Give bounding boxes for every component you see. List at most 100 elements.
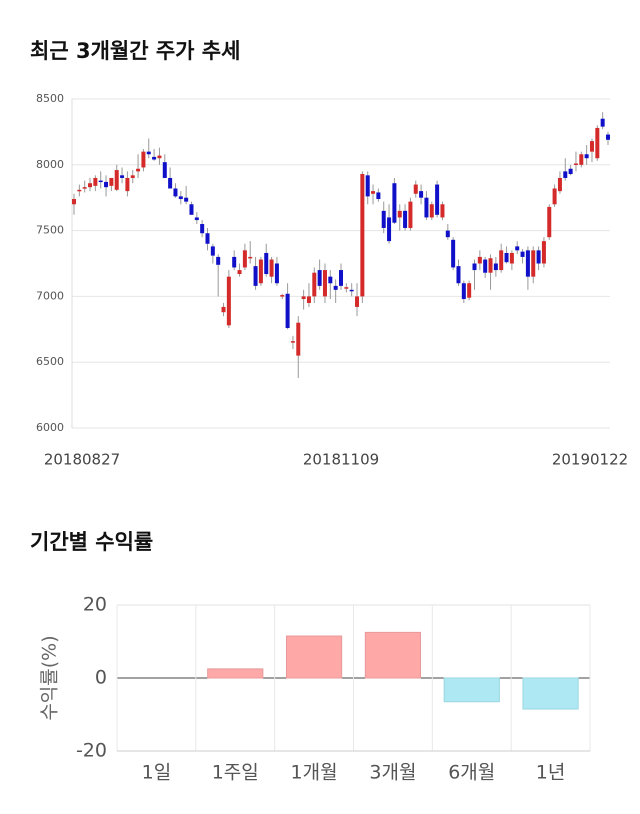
candle-body — [71, 199, 77, 205]
candle-body — [125, 177, 130, 192]
candle-body — [387, 217, 392, 242]
candle-body — [306, 296, 311, 303]
candle-body — [114, 170, 119, 190]
candle-body — [509, 252, 514, 264]
candle-body — [520, 251, 525, 257]
y-tick-label: 20 — [83, 594, 107, 616]
candle-body — [152, 156, 157, 160]
candle-body — [216, 256, 221, 265]
y-tick-label: 6000 — [36, 421, 64, 434]
candle-body — [600, 118, 605, 127]
y-tick-label: 8500 — [36, 92, 64, 105]
candle-body — [461, 283, 466, 300]
candle-body — [499, 250, 504, 271]
candle-body — [157, 155, 162, 159]
candle-body — [221, 306, 226, 313]
x-tick-label: 3개월 — [369, 762, 416, 784]
candle-body — [392, 183, 397, 223]
candle-body — [445, 230, 450, 238]
candle-body — [141, 151, 146, 168]
candle-body — [488, 258, 493, 273]
candle-body — [109, 177, 114, 186]
x-tick-label: 20180827 — [44, 451, 120, 469]
candle-body — [82, 187, 87, 189]
x-tick-label: 1주일 — [212, 762, 259, 784]
y-tick-label: 0 — [95, 667, 107, 689]
y-tick-label: -20 — [76, 740, 107, 762]
candle-body — [360, 174, 365, 297]
candle-body — [504, 252, 509, 263]
x-tick-label: 1년 — [536, 762, 566, 784]
candle-body — [579, 154, 584, 165]
candle-body — [168, 177, 173, 189]
candle-body — [93, 177, 98, 186]
candle-body — [328, 276, 333, 284]
candle-body — [210, 246, 215, 256]
bar — [364, 631, 422, 679]
candle-body — [194, 217, 199, 221]
candle-body — [88, 183, 93, 188]
candle-body — [317, 270, 322, 286]
candle-body — [408, 201, 413, 228]
candle-body — [605, 134, 611, 140]
y-tick-label: 7000 — [36, 289, 64, 302]
candle-body — [104, 181, 109, 188]
candle-body — [98, 180, 103, 183]
candle-body — [232, 256, 237, 268]
candle-body — [403, 210, 408, 228]
candle-body — [237, 270, 242, 275]
candle-body — [477, 256, 482, 264]
candle-body — [525, 250, 530, 277]
candle-body — [563, 171, 568, 178]
candle-body — [429, 204, 434, 218]
candle-body — [280, 295, 285, 297]
candle-body — [440, 204, 445, 218]
x-tick-label: 20181109 — [303, 451, 379, 469]
candle-body — [541, 241, 546, 264]
candle-body — [483, 259, 488, 273]
y-tick-label: 8000 — [36, 158, 64, 171]
candle-body — [162, 162, 167, 178]
candle-body — [184, 197, 189, 202]
candle-body — [242, 250, 247, 268]
y-tick-label: 7500 — [36, 224, 64, 237]
candle-body — [136, 168, 141, 172]
bar — [285, 635, 343, 679]
candle-body — [515, 246, 520, 251]
candle-body — [349, 289, 354, 292]
candle-body — [338, 270, 344, 286]
candle-body — [435, 184, 440, 215]
candle-body — [371, 191, 376, 194]
candle-body — [285, 293, 290, 328]
x-tick-label: 1일 — [142, 762, 172, 784]
candle-body — [264, 252, 269, 275]
candle-body — [365, 175, 370, 197]
candle-body — [419, 191, 424, 198]
x-tick-label: 20190122 — [552, 451, 628, 469]
candle-body — [355, 296, 360, 307]
candle-body — [573, 163, 578, 165]
candle-body — [178, 196, 183, 200]
candle-body — [248, 256, 253, 259]
candle-body — [456, 266, 461, 284]
candle-body — [253, 266, 258, 286]
candle-body — [200, 224, 205, 234]
candle-body — [120, 175, 125, 178]
chart-title: 기간별 수익률 — [30, 530, 153, 554]
candle-body — [397, 210, 402, 218]
y-axis-label: 수익률(%) — [39, 635, 61, 720]
candle-body — [77, 189, 82, 192]
candle-body — [536, 250, 541, 264]
candle-body — [333, 285, 338, 290]
candle-body — [451, 239, 456, 268]
candle-body — [493, 263, 498, 271]
candle-body — [467, 283, 472, 298]
candle-body — [376, 192, 381, 200]
candle-body — [322, 270, 327, 297]
candle-body — [290, 341, 295, 343]
candle-body — [274, 263, 279, 284]
candle-body — [312, 272, 317, 297]
chart-title: 최근 3개월간 주가 추세 — [30, 39, 240, 63]
candle-body — [258, 259, 263, 284]
